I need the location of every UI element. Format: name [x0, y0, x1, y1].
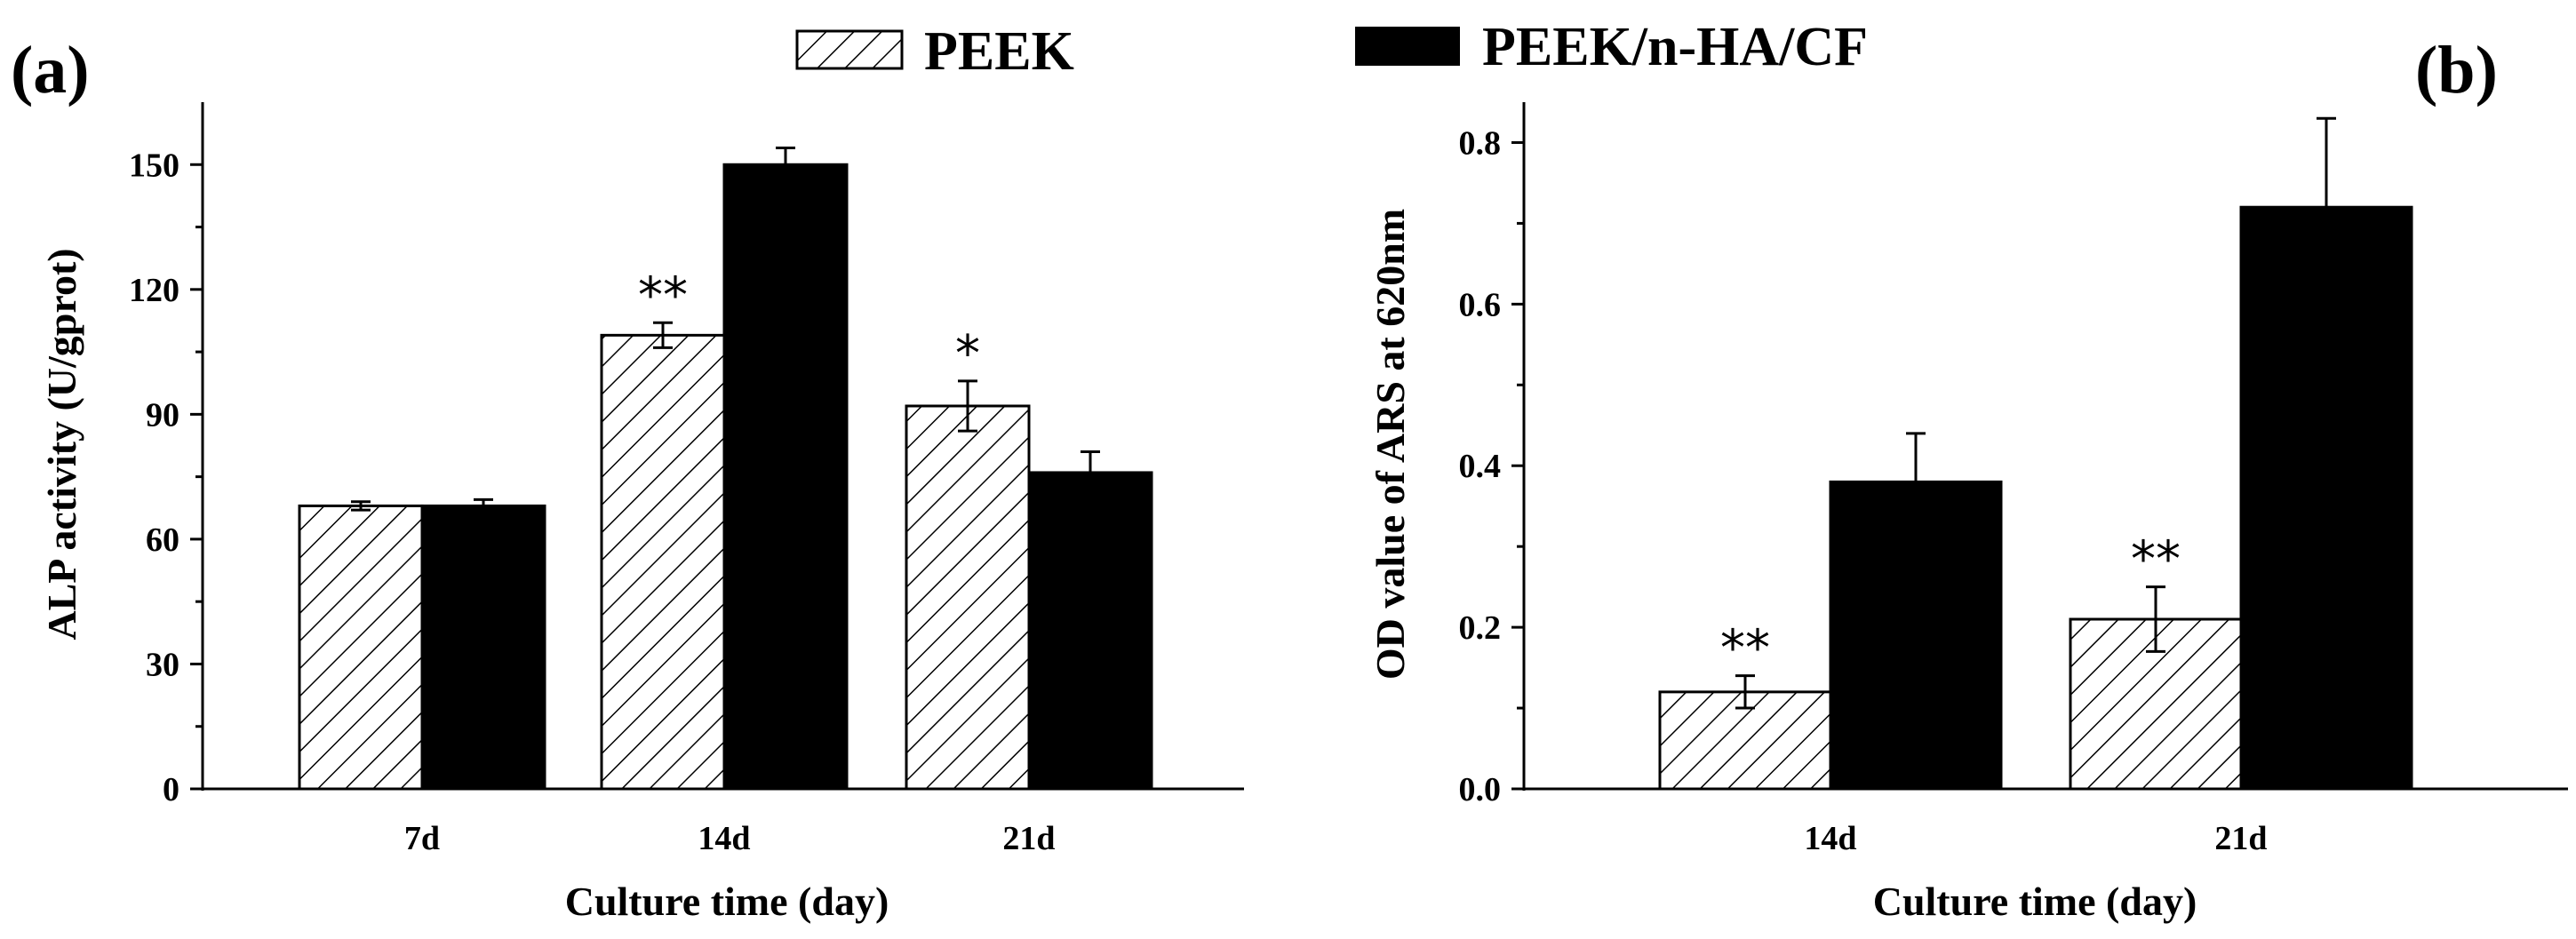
- significance-marker: **: [638, 267, 688, 324]
- chart-a-y-axis-title: ALP activity (U/gprot): [39, 248, 84, 640]
- chart-a-x-axis-title: Culture time (day): [565, 879, 889, 924]
- chart-b-x-axis-title: Culture time (day): [1873, 879, 2197, 924]
- y-tick-label: 0.8: [1459, 124, 1502, 162]
- bar: [1829, 480, 2003, 791]
- y-tick-label: 30: [146, 646, 179, 683]
- bar: [600, 333, 726, 791]
- y-tick-label: 90: [146, 396, 179, 434]
- panel-label-a: (a): [11, 33, 90, 107]
- y-tick-label: 0.6: [1459, 286, 1502, 323]
- x-tick-label: 21d: [1002, 820, 1055, 857]
- y-tick-label: 120: [129, 272, 179, 309]
- y-tick-label: 60: [146, 521, 179, 559]
- significance-marker: **: [2131, 531, 2181, 589]
- significance-marker: **: [1720, 620, 1770, 678]
- legend-label-peek-nha-cf: PEEK/n-HA/CF: [1482, 17, 1868, 77]
- x-tick-label: 14d: [698, 820, 750, 857]
- y-tick-label: 0: [163, 771, 179, 808]
- bar: [2239, 205, 2413, 791]
- legend: PEEK PEEK/n-HA/CF: [795, 17, 1868, 82]
- y-tick-label: 150: [129, 147, 179, 184]
- chart-a: ALP activity (U/gprot) Culture time (day…: [39, 102, 1244, 924]
- y-tick-label: 0.4: [1459, 448, 1502, 485]
- legend-swatch-peek-nha-cf: [1355, 27, 1460, 66]
- bar: [420, 504, 546, 791]
- legend-swatch-peek: [795, 29, 904, 70]
- significance-marker: *: [955, 325, 980, 383]
- bar: [905, 404, 1031, 791]
- x-tick-label: 14d: [1804, 820, 1856, 857]
- bar: [298, 504, 424, 791]
- legend-label-peek: PEEK: [924, 21, 1074, 82]
- y-tick-label: 0.2: [1459, 609, 1502, 647]
- chart-b-y-axis-title: OD value of ARS at 620nm: [1368, 209, 1413, 680]
- panel-label-b: (b): [2415, 33, 2498, 107]
- chart-b: OD value of ARS at 620nm Culture time (d…: [1368, 102, 2568, 924]
- x-tick-label: 21d: [2214, 820, 2267, 857]
- bar: [722, 163, 849, 791]
- bar: [1027, 471, 1153, 791]
- y-tick-label: 0.0: [1459, 771, 1502, 808]
- x-tick-label: 7d: [404, 820, 440, 857]
